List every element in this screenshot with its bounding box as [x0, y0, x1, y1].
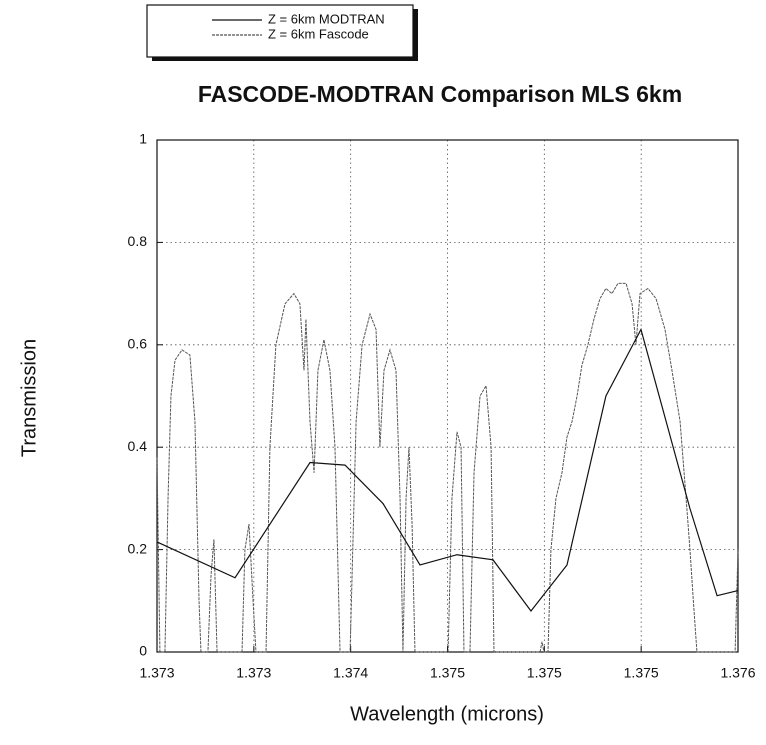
series-line: [156, 327, 739, 613]
y-axis-label: Transmission: [18, 339, 40, 457]
x-tick-label: 1.373: [236, 665, 271, 681]
y-tick-label: 0.2: [128, 540, 148, 556]
y-tick-label: 0.4: [128, 438, 148, 454]
legend-label: Z = 6km Fascode: [268, 26, 369, 41]
x-tick-label: 1.374: [333, 665, 368, 681]
x-tick-label: 1.375: [430, 665, 465, 681]
x-tick-label: 1.375: [527, 665, 562, 681]
y-tick-label: 0.6: [128, 336, 148, 352]
series-line: [156, 282, 739, 653]
y-tick-label: 1: [139, 131, 147, 147]
y-tick-label: 0: [139, 643, 147, 659]
x-tick-label: 1.375: [624, 665, 659, 681]
legend-label: Z = 6km MODTRAN: [268, 11, 385, 26]
legend-box: [146, 4, 414, 58]
x-tick-label: 1.376: [720, 665, 755, 681]
x-axis-label: Wavelength (microns): [350, 703, 544, 725]
chart-title: FASCODE-MODTRAN Comparison MLS 6km: [198, 81, 682, 107]
y-tick-label: 0.8: [128, 233, 148, 249]
plot-frame: [156, 139, 739, 653]
x-tick-label: 1.373: [139, 665, 174, 681]
